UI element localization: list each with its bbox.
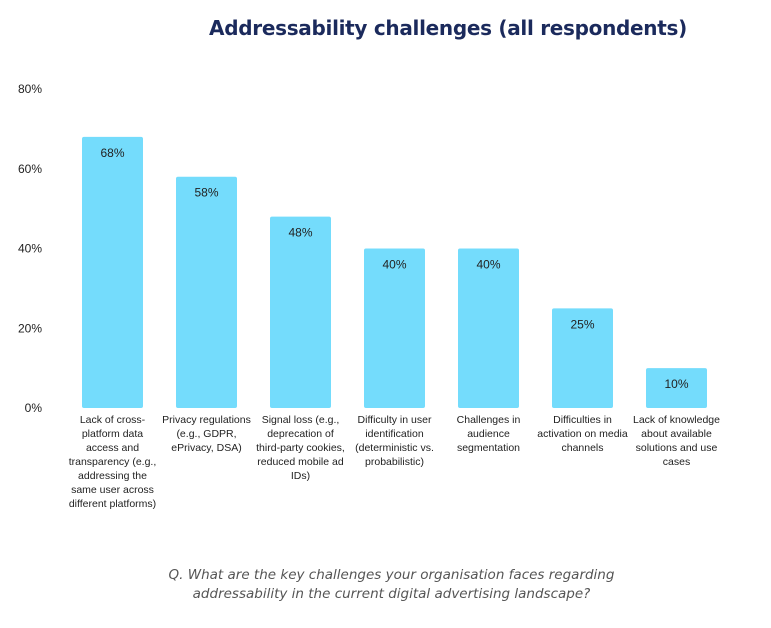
y-tick-label: 20% bbox=[18, 321, 42, 335]
bar bbox=[270, 216, 331, 408]
bar bbox=[176, 176, 237, 408]
x-category-label: Privacy regulations (e.g., GDPR, ePrivac… bbox=[162, 414, 251, 454]
bar bbox=[364, 248, 425, 408]
bar-data-label: 25% bbox=[570, 317, 594, 331]
bar-data-label: 68% bbox=[100, 146, 124, 160]
bar bbox=[646, 368, 707, 408]
y-tick-label: 60% bbox=[18, 162, 42, 176]
bar bbox=[552, 308, 613, 408]
bar-data-label: 40% bbox=[382, 258, 406, 272]
x-category-label: Difficulties in activation on media chan… bbox=[537, 414, 628, 454]
x-category-label: Signal loss (e.g., deprecation of third-… bbox=[256, 414, 345, 482]
x-category-label: Difficulty in user identification (deter… bbox=[355, 414, 434, 468]
x-category-label: Lack of cross-platform data access and t… bbox=[68, 414, 157, 510]
bar-data-label: 40% bbox=[476, 258, 500, 272]
bar-data-label: 48% bbox=[288, 226, 312, 240]
caption-line-2: addressability in the current digital ad… bbox=[192, 586, 591, 602]
y-tick-label: 0% bbox=[25, 401, 43, 415]
bar bbox=[458, 248, 519, 408]
caption-line-1: Q. What are the key challenges your orga… bbox=[168, 567, 615, 583]
chart-title: Addressability challenges (all responden… bbox=[209, 16, 687, 40]
question-caption: Q. What are the key challenges your orga… bbox=[0, 566, 771, 604]
y-tick-label: 80% bbox=[18, 82, 42, 96]
y-tick-label: 40% bbox=[18, 242, 42, 256]
x-category-label: Lack of knowledge about available soluti… bbox=[633, 414, 720, 468]
bar-data-label: 58% bbox=[194, 186, 218, 200]
x-category-label: Challenges in audience segmentation bbox=[456, 414, 521, 454]
bar bbox=[82, 136, 143, 408]
bar-data-label: 10% bbox=[664, 377, 688, 391]
